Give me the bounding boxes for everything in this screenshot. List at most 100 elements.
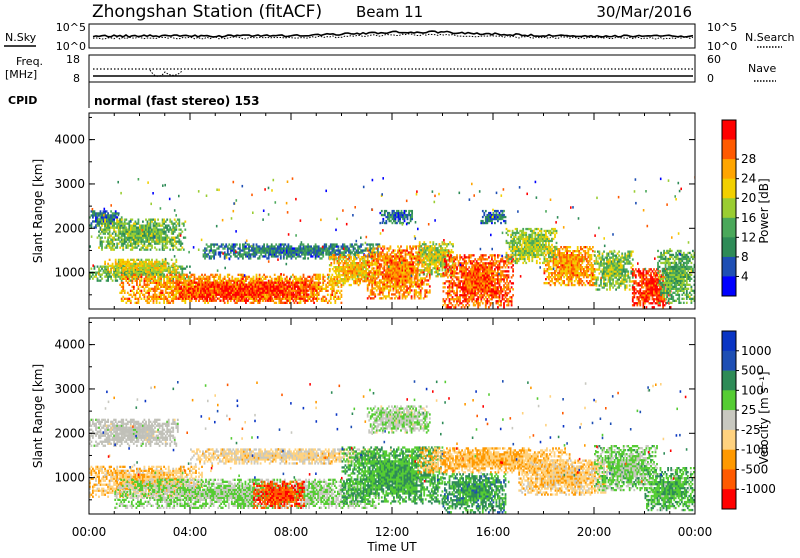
power-cell <box>127 247 129 249</box>
power-cell <box>322 278 324 280</box>
power-cell <box>121 219 123 221</box>
power-cell <box>333 247 335 249</box>
power-cell <box>144 231 146 233</box>
power-cell <box>386 263 388 265</box>
power-cell <box>396 271 398 273</box>
power-cell <box>177 298 179 300</box>
power-cell <box>205 282 207 284</box>
power-cell <box>144 229 146 231</box>
power-cell <box>128 298 130 300</box>
power-cell <box>411 277 413 279</box>
power-cell <box>124 261 126 263</box>
power-cell <box>133 231 135 233</box>
power-cell <box>219 278 221 280</box>
power-cell <box>353 260 355 262</box>
power-cell <box>115 210 117 212</box>
power-cell <box>349 278 351 280</box>
power-cell <box>255 288 257 290</box>
power-cell <box>194 298 196 300</box>
power-cell <box>411 283 413 285</box>
power-cell <box>356 251 358 253</box>
power-cell <box>356 262 358 264</box>
power-cell <box>265 284 267 286</box>
noise-sky-trace <box>93 31 693 37</box>
power-cell <box>376 263 378 265</box>
power-cell <box>154 282 156 284</box>
power-cell <box>386 265 388 267</box>
power-cell <box>254 255 256 257</box>
power-cell <box>402 289 404 291</box>
power-cell <box>136 276 138 278</box>
power-cell <box>141 298 143 300</box>
power-cell <box>153 278 155 280</box>
power-cell <box>154 221 156 223</box>
power-cell <box>406 279 408 281</box>
power-cell <box>121 216 123 218</box>
power-cell <box>397 245 399 247</box>
power-cell <box>215 290 217 292</box>
cpid-text: normal (fast stereo) 153 <box>94 94 260 108</box>
power-cell <box>144 235 146 237</box>
power-cell <box>196 298 198 300</box>
power-cell <box>378 243 380 245</box>
power-cell <box>411 295 413 297</box>
power-cell <box>148 259 150 261</box>
power-cell <box>122 300 124 302</box>
power-cell <box>235 290 237 292</box>
power-cell <box>399 295 401 297</box>
power-cell <box>335 258 337 260</box>
power-cell <box>319 278 321 280</box>
freq-label-line1: Freq. <box>16 55 43 68</box>
power-cell <box>311 284 313 286</box>
power-cell <box>316 251 318 253</box>
power-cell <box>331 274 333 276</box>
power-cell <box>380 279 382 281</box>
power-cell <box>190 292 192 294</box>
power-cell <box>396 269 398 271</box>
power-cell <box>291 257 293 259</box>
power-cell <box>271 278 273 280</box>
power-cell <box>386 255 388 257</box>
power-cell <box>131 280 133 282</box>
power-cell <box>97 266 99 268</box>
power-cell <box>372 243 374 245</box>
power-cell <box>122 271 124 273</box>
power-cell <box>174 286 176 288</box>
power-cell <box>267 286 269 288</box>
power-cell <box>215 296 217 298</box>
power-cell <box>265 255 267 257</box>
power-cell <box>382 249 384 251</box>
power-cell <box>180 229 182 231</box>
power-cell <box>265 290 267 292</box>
power-cell <box>286 247 288 249</box>
power-cell <box>371 283 373 285</box>
power-cell <box>182 298 184 300</box>
power-cell <box>92 216 94 218</box>
power-cell <box>300 255 302 257</box>
power-cell <box>373 247 375 249</box>
power-cell <box>148 298 150 300</box>
power-cell <box>165 231 167 233</box>
noise-left-tick-top: 10^5 <box>56 21 86 34</box>
power-cell <box>174 223 176 225</box>
power-cell <box>209 288 211 290</box>
power-cell <box>178 239 180 241</box>
power-cell <box>346 264 348 266</box>
power-cell <box>338 260 340 262</box>
power-cell <box>336 245 338 247</box>
power-cell <box>97 225 99 227</box>
power-cell <box>156 227 158 229</box>
power-cell <box>163 280 165 282</box>
power-cell <box>172 280 174 282</box>
power-cell <box>333 280 335 282</box>
power-cell <box>383 267 385 269</box>
power-cell <box>405 255 407 257</box>
power-cell <box>183 286 185 288</box>
power-cell <box>315 243 317 245</box>
power-cell <box>290 286 292 288</box>
power-cell <box>144 267 146 269</box>
power-cell <box>163 261 165 263</box>
power-cell <box>279 298 281 300</box>
power-cell <box>239 247 241 249</box>
power-cell <box>109 237 111 239</box>
